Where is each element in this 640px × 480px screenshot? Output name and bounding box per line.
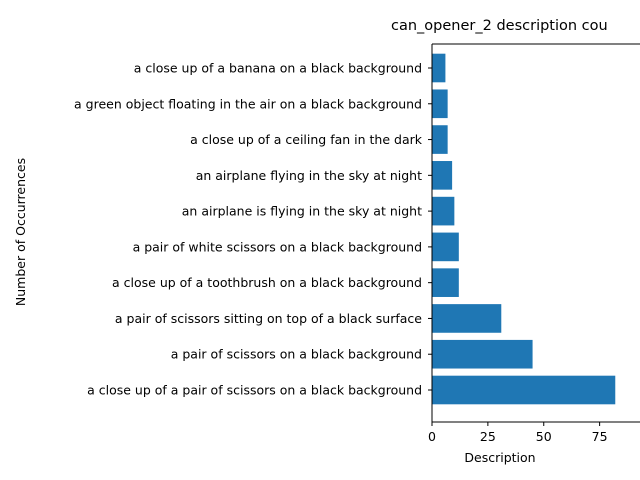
category-label: a green object floating in the air on a … bbox=[74, 96, 422, 111]
bar bbox=[432, 268, 459, 297]
y-axis-label: Number of Occurrences bbox=[13, 158, 28, 306]
category-label: a close up of a pair of scissors on a bl… bbox=[87, 383, 422, 398]
category-label: a pair of scissors sitting on top of a b… bbox=[115, 311, 422, 326]
x-tick-label: 50 bbox=[536, 429, 552, 444]
bar bbox=[432, 89, 448, 119]
category-label: a pair of white scissors on a black back… bbox=[133, 239, 422, 254]
bar bbox=[432, 304, 502, 333]
x-tick-label: 0 bbox=[428, 429, 436, 444]
bar bbox=[432, 53, 446, 83]
category-label: a close up of a ceiling fan in the dark bbox=[190, 132, 423, 147]
category-tick-labels: a close up of a pair of scissors on a bl… bbox=[74, 61, 432, 398]
chart-title: can_opener_2 description cou bbox=[391, 18, 608, 34]
bar bbox=[432, 196, 455, 226]
bar bbox=[432, 161, 453, 190]
bar bbox=[432, 232, 459, 262]
bar bbox=[432, 339, 533, 369]
x-tick-label: 75 bbox=[592, 429, 608, 444]
bar bbox=[432, 125, 448, 154]
x-axis-ticks: 0 25 50 75 bbox=[428, 422, 608, 444]
category-label: a pair of scissors on a black background bbox=[171, 347, 422, 362]
category-label: an airplane is flying in the sky at nigh… bbox=[182, 204, 422, 219]
x-tick-label: 25 bbox=[480, 429, 496, 444]
bars bbox=[432, 53, 616, 405]
category-label: an airplane flying in the sky at night bbox=[196, 168, 422, 183]
x-axis-label: Description bbox=[464, 450, 535, 465]
category-label: a close up of a toothbrush on a black ba… bbox=[112, 275, 422, 290]
category-label: a close up of a banana on a black backgr… bbox=[134, 61, 422, 76]
bar bbox=[432, 375, 616, 405]
